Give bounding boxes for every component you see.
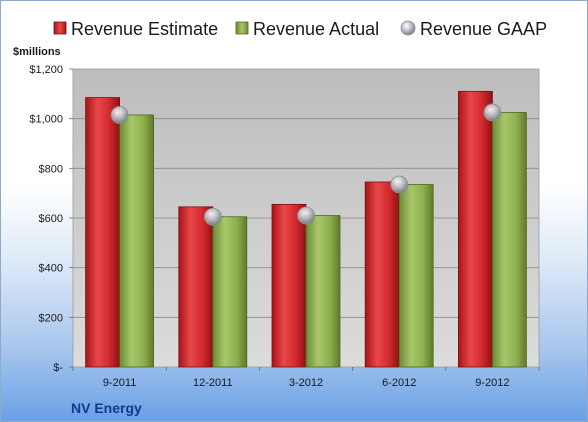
y-axis-ticks: $- $200 $400 $600 $800 $1,000 $1,200 bbox=[29, 64, 73, 374]
gaap-marker bbox=[110, 106, 129, 124]
x-tick-label: 6-2012 bbox=[382, 377, 416, 389]
legend-label-revenue-gaap: Revenue GAAP bbox=[420, 19, 547, 39]
x-tick-label: 9-2011 bbox=[103, 377, 136, 389]
estimate-bar bbox=[457, 90, 493, 368]
gaap-marker bbox=[390, 175, 409, 194]
y-tick-label: $1,200 bbox=[29, 64, 63, 76]
y-tick-label: $600 bbox=[39, 213, 63, 225]
x-axis-ticks: 9-2011 12-2011 3-2012 6-2012 9-2012 bbox=[72, 367, 540, 389]
legend-item-revenue-estimate: Revenue Estimate bbox=[53, 19, 218, 39]
y-tick-label: $400 bbox=[39, 263, 63, 275]
actual-bar bbox=[119, 114, 154, 368]
legend-label-revenue-estimate: Revenue Estimate bbox=[71, 19, 218, 39]
legend-label-revenue-actual: Revenue Actual bbox=[253, 19, 379, 39]
y-tick-label: $1,000 bbox=[29, 114, 63, 126]
bars bbox=[85, 90, 527, 368]
y-tick-label: $800 bbox=[39, 163, 63, 175]
legend: Revenue Estimate Revenue Actual Revenue … bbox=[53, 19, 547, 39]
estimate-bar bbox=[178, 206, 214, 368]
legend-item-revenue-actual: Revenue Actual bbox=[235, 19, 379, 39]
x-tick-label: 12-2011 bbox=[193, 377, 233, 389]
gaap-marker bbox=[483, 103, 502, 122]
y-tick-label: $- bbox=[53, 362, 63, 374]
legend-swatch-revenue-gaap bbox=[400, 20, 416, 36]
actual-bar bbox=[491, 112, 527, 368]
actual-bar bbox=[398, 184, 434, 368]
estimate-bar bbox=[85, 97, 120, 368]
gaap-marker bbox=[297, 206, 315, 225]
estimate-bar bbox=[271, 203, 307, 368]
x-tick-label: 9-2012 bbox=[475, 377, 509, 389]
estimate-bar bbox=[364, 181, 400, 368]
company-name: NV Energy bbox=[71, 400, 142, 416]
legend-swatch-revenue-estimate bbox=[53, 21, 67, 35]
y-tick-label: $200 bbox=[39, 312, 63, 324]
gaap-markers bbox=[110, 103, 502, 226]
legend-item-revenue-gaap: Revenue GAAP bbox=[400, 19, 547, 39]
actual-bar bbox=[212, 216, 248, 368]
unit-label: $millions bbox=[13, 46, 61, 58]
gaap-marker bbox=[203, 207, 222, 226]
legend-swatch-revenue-actual bbox=[235, 21, 249, 35]
x-tick-label: 3-2012 bbox=[289, 377, 323, 389]
actual-bar bbox=[305, 215, 341, 368]
